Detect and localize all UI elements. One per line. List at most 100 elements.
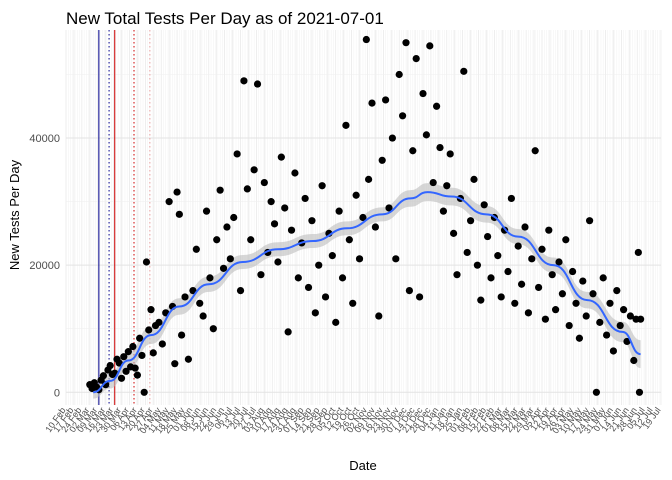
data-point bbox=[173, 188, 181, 196]
data-point bbox=[223, 223, 231, 231]
data-point bbox=[99, 372, 107, 380]
data-point bbox=[575, 334, 584, 342]
data-point bbox=[124, 348, 132, 356]
data-point bbox=[429, 178, 437, 187]
data-point bbox=[399, 112, 407, 120]
data-point bbox=[635, 388, 644, 396]
data-point bbox=[321, 293, 330, 301]
data-point bbox=[136, 334, 144, 342]
data-point bbox=[257, 271, 265, 279]
data-point bbox=[535, 283, 543, 292]
data-point bbox=[450, 229, 458, 237]
data-point bbox=[243, 185, 251, 193]
data-point bbox=[453, 271, 461, 279]
data-point bbox=[382, 96, 390, 104]
data-point bbox=[392, 255, 400, 263]
data-point bbox=[579, 277, 587, 285]
data-point bbox=[301, 194, 309, 203]
data-point bbox=[216, 186, 224, 194]
data-point bbox=[247, 236, 255, 244]
data-point bbox=[287, 226, 296, 234]
data-point bbox=[365, 175, 373, 183]
data-point bbox=[582, 312, 590, 320]
data-point bbox=[409, 147, 417, 155]
data-point bbox=[412, 55, 420, 63]
data-point bbox=[184, 355, 192, 363]
data-point bbox=[131, 364, 139, 372]
data-point bbox=[117, 374, 126, 382]
data-points bbox=[86, 35, 645, 396]
data-point bbox=[202, 207, 211, 215]
data-point bbox=[260, 178, 268, 187]
data-point bbox=[375, 312, 383, 320]
data-point bbox=[528, 255, 536, 263]
data-point bbox=[181, 293, 189, 301]
data-point bbox=[236, 286, 245, 295]
data-point bbox=[267, 198, 275, 206]
data-point bbox=[230, 213, 238, 222]
data-point bbox=[355, 255, 364, 263]
data-point bbox=[545, 226, 553, 234]
data-point bbox=[623, 337, 631, 346]
data-point bbox=[494, 252, 502, 260]
data-point bbox=[555, 258, 563, 266]
data-point bbox=[538, 245, 546, 253]
data-point bbox=[192, 245, 200, 253]
data-point bbox=[233, 150, 241, 158]
trend-line bbox=[93, 191, 641, 394]
data-point bbox=[308, 217, 316, 225]
data-point bbox=[284, 328, 292, 336]
data-point bbox=[426, 42, 434, 50]
data-point bbox=[199, 312, 207, 320]
data-point bbox=[250, 166, 258, 174]
data-point bbox=[467, 217, 475, 225]
y-axis-ticks: 0 20000 40000 bbox=[29, 133, 60, 399]
y-axis-title: New Tests Per Day bbox=[7, 159, 22, 270]
data-point bbox=[311, 309, 319, 317]
data-point bbox=[359, 213, 367, 222]
data-point bbox=[196, 299, 204, 307]
data-point bbox=[240, 77, 248, 85]
data-point bbox=[514, 242, 522, 250]
data-point bbox=[477, 296, 485, 304]
data-point bbox=[147, 306, 155, 314]
data-point bbox=[507, 194, 515, 203]
data-point bbox=[368, 99, 376, 107]
data-point bbox=[569, 267, 577, 276]
data-point bbox=[562, 236, 570, 244]
data-point bbox=[155, 318, 163, 326]
data-point bbox=[436, 143, 444, 152]
data-point bbox=[402, 39, 410, 47]
data-point bbox=[352, 191, 360, 199]
data-point bbox=[419, 89, 427, 98]
data-point bbox=[171, 360, 179, 368]
data-point bbox=[603, 331, 611, 339]
data-point bbox=[129, 342, 137, 351]
data-point bbox=[634, 248, 642, 257]
data-point bbox=[318, 182, 326, 190]
chart-title: New Total Tests Per Day as of 2021-07-01 bbox=[66, 9, 384, 28]
data-point bbox=[274, 258, 282, 266]
data-point bbox=[637, 315, 645, 323]
data-point bbox=[541, 315, 550, 323]
data-point bbox=[613, 286, 621, 295]
data-point bbox=[473, 261, 481, 269]
data-point bbox=[524, 309, 533, 317]
data-point bbox=[422, 131, 430, 139]
data-point bbox=[165, 198, 173, 206]
y-tick-label: 40000 bbox=[29, 133, 60, 145]
data-point bbox=[443, 182, 451, 190]
data-point bbox=[484, 232, 492, 241]
data-point bbox=[463, 248, 471, 257]
data-point bbox=[315, 261, 323, 269]
data-point bbox=[213, 236, 221, 244]
trend-confidence-band bbox=[93, 183, 641, 399]
y-tick-label: 0 bbox=[54, 387, 60, 399]
data-point bbox=[395, 70, 403, 79]
data-point bbox=[149, 349, 157, 357]
data-point bbox=[572, 299, 580, 307]
data-point bbox=[609, 347, 618, 355]
data-point bbox=[388, 134, 396, 142]
data-point bbox=[133, 371, 141, 379]
